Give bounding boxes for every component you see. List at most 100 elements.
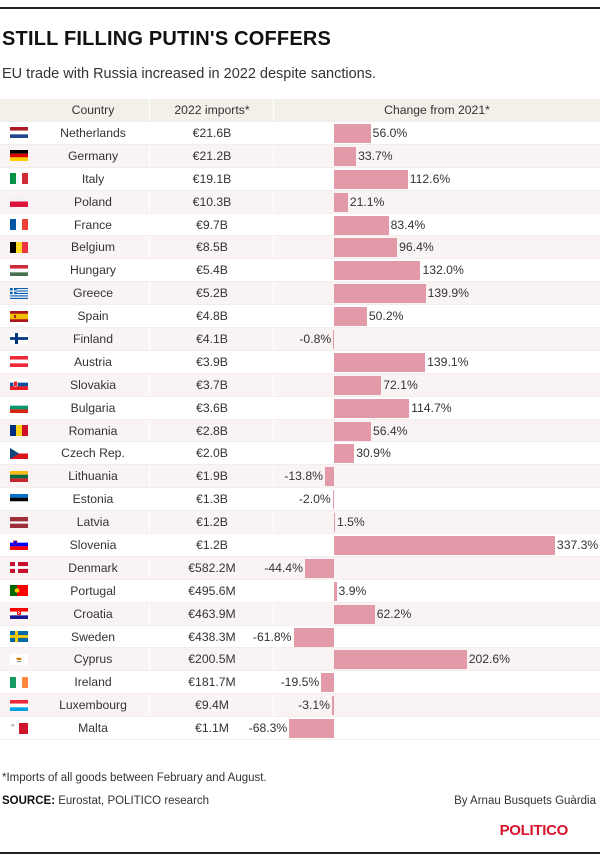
spain-flag-icon (10, 305, 30, 327)
austria-flag-icon (10, 351, 30, 373)
country-name: France (74, 217, 112, 232)
estonia-flag-icon (10, 488, 30, 510)
change-bar (332, 490, 334, 510)
imports-value: €9.7B (196, 217, 228, 232)
country-name: Portugal (70, 583, 116, 598)
ireland-flag-icon (10, 671, 30, 693)
imports-value: €21.6B (192, 125, 232, 140)
table-row: Lithuania €1.9B -13.8% (0, 465, 600, 489)
poland-flag-icon (10, 191, 30, 213)
imports-value: €495.6M (188, 583, 236, 598)
change-bar-area: -61.8% (253, 626, 600, 648)
table-row: Denmark €582.2M -44.4% (0, 556, 600, 580)
country-name: Sweden (70, 629, 116, 644)
change-label: 50.2% (368, 309, 404, 324)
change-bar-area: 1.5% (274, 511, 600, 533)
belgium-flag-icon (10, 236, 30, 258)
change-bar (304, 558, 334, 578)
change-label: 62.2% (376, 606, 412, 621)
change-bar (333, 330, 334, 350)
top-rule (0, 7, 600, 9)
imports-value: €2.0B (196, 446, 228, 461)
imports-value: €4.1B (196, 331, 228, 346)
country-name: Estonia (72, 492, 114, 507)
change-bar (331, 696, 334, 716)
sweden-flag-icon (10, 626, 30, 648)
change-bar-area: 72.1% (274, 374, 600, 396)
change-label: -19.5% (280, 675, 320, 690)
change-bar-area: 132.0% (274, 259, 600, 281)
source-text: Eurostat, POLITICO research (55, 795, 210, 807)
change-bar-area: 139.9% (274, 282, 600, 304)
table-row: Estonia €1.3B -2.0% (0, 488, 600, 512)
country-name: Bulgaria (70, 400, 116, 415)
table-row: Greece €5.2B 139.9% (0, 282, 600, 306)
country-name: Slovakia (69, 377, 117, 392)
change-bar-area: 56.0% (274, 122, 600, 144)
latvia-flag-icon (10, 511, 30, 533)
column-header-imports: 2022 imports* (174, 103, 250, 117)
imports-value: €5.4B (196, 263, 228, 278)
change-label: 30.9% (356, 446, 391, 461)
table-row: Spain €4.8B 50.2% (0, 305, 600, 329)
imports-value: €582.2M (188, 560, 236, 575)
change-bar (334, 536, 555, 556)
change-bar-area: 139.1% (274, 351, 600, 373)
table-body: Netherlands €21.6B 56.0% Germany €21.2B 33.7%… (0, 122, 600, 741)
change-bar-area: -19.5% (274, 671, 600, 693)
change-label: 96.4% (399, 240, 434, 255)
change-bar (334, 581, 337, 601)
change-bar (293, 627, 334, 647)
country-name: Italy (81, 171, 105, 186)
chart-subtitle: EU trade with Russia increased in 2022 d… (2, 66, 376, 82)
table-row: Slovakia €3.7B 72.1% (0, 373, 600, 397)
change-bar-area: 30.9% (274, 442, 600, 464)
change-bar-area: 50.2% (274, 305, 600, 327)
change-label: -13.8% (284, 469, 323, 484)
table-row: Sweden €438.3M -61.8% (0, 625, 600, 649)
country-name: Slovenia (69, 537, 117, 552)
country-name: Hungary (69, 263, 117, 278)
imports-value: €181.7M (188, 675, 236, 690)
column-header-change: Change from 2021* (384, 103, 490, 117)
germany-flag-icon (10, 145, 30, 167)
cyprus-flag-icon (10, 648, 30, 670)
change-label: -68.3% (248, 721, 288, 736)
imports-value: €2.8B (196, 423, 228, 438)
table-row: Poland €10.3B 21.1% (0, 190, 600, 214)
byline: By Arnau Busquets Guàrdia (454, 795, 596, 807)
luxembourg-flag-icon (10, 694, 30, 716)
change-bar (334, 513, 335, 533)
imports-value: €5.2B (196, 286, 228, 301)
change-bar (334, 352, 426, 372)
change-bar (289, 719, 334, 739)
imports-value: €3.9B (196, 354, 228, 369)
change-bar (334, 192, 348, 212)
imports-value: €200.5M (188, 652, 236, 667)
table-row: Slovenia €1.2B 337.3% (0, 534, 600, 557)
country-name: Netherlands (60, 125, 126, 140)
change-label: 139.9% (427, 286, 469, 301)
country-name: Czech Rep. (61, 446, 125, 461)
country-name: Romania (68, 423, 118, 438)
change-label: -61.8% (252, 629, 292, 644)
change-bar-area: -0.8% (274, 328, 600, 350)
change-bar-area: 96.4% (274, 236, 600, 258)
change-bar-area: 337.3% (274, 534, 600, 556)
table-row: Portugal €495.6M 3.9% (0, 579, 600, 603)
table-row: Cyprus €200.5M 202.6% (0, 648, 600, 672)
change-label: 337.3% (556, 537, 599, 552)
finland-flag-icon (10, 328, 30, 350)
change-bar (334, 444, 355, 464)
country-name: Finland (73, 331, 113, 346)
change-bar-area: 3.9% (274, 580, 600, 602)
change-bar-area: 83.4% (274, 214, 600, 236)
change-label: 3.9% (338, 583, 367, 598)
column-header-country: Country (71, 103, 115, 117)
change-label: -0.8% (299, 331, 332, 346)
change-bar (334, 261, 421, 281)
italy-flag-icon (10, 168, 30, 190)
malta-flag-icon (10, 717, 30, 739)
table-header: Country 2022 imports* Change from 2021* (0, 99, 600, 122)
country-name: Luxembourg (59, 698, 127, 713)
